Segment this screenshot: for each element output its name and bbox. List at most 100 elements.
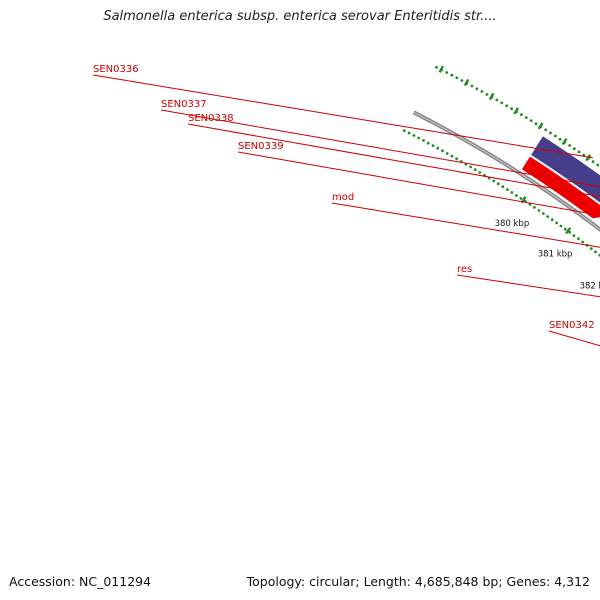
scale-minor-tick	[473, 168, 477, 172]
gene-bar-sen0336	[531, 136, 600, 203]
cds-arrow	[521, 156, 600, 219]
scale-minor-tick	[510, 191, 514, 194]
scale-minor-tick	[546, 215, 550, 219]
cds-track	[521, 156, 600, 219]
scale-minor-tick	[533, 206, 536, 209]
outer-minor-tick	[485, 93, 489, 96]
outer-minor-tick	[524, 116, 528, 119]
outer-major-tick	[585, 154, 592, 162]
scale-minor-tick	[506, 188, 509, 192]
gene-track	[531, 136, 600, 203]
scale-minor-tick	[528, 203, 532, 206]
callout-line	[237, 151, 600, 216]
scale-minor-tick	[589, 247, 593, 251]
callout-line	[548, 330, 600, 347]
scale-minor-tick	[581, 240, 585, 244]
outer-major-tick	[438, 65, 444, 73]
outer-minor-tick	[529, 119, 533, 122]
outer-minor-tick	[475, 87, 479, 91]
scale-minor-tick	[555, 221, 558, 225]
outer-minor-tick	[572, 147, 576, 151]
gene-labels: SEN0336 SEN0337 SEN0338 SEN0339 mod res SEN034…	[92, 64, 600, 347]
outer-minor-tick	[480, 90, 484, 93]
outer-minor-tick	[596, 163, 600, 167]
gene-label-sen0336: SEN0336	[93, 64, 139, 75]
scale-minor-tick	[515, 194, 518, 197]
scale-minor-tick	[469, 165, 472, 169]
outer-minor-tick	[450, 73, 454, 77]
scale-minor-tick	[417, 136, 421, 140]
scale-minor-tick	[412, 134, 416, 137]
scale-tick-label: 381 kbp	[538, 249, 573, 259]
scale-tick-label: 380 kbp	[495, 219, 530, 229]
outer-minor-tick	[549, 131, 552, 135]
scale-minor-tick	[478, 171, 482, 174]
outer-major-tick	[537, 122, 544, 130]
scale-minor-tick	[572, 234, 576, 238]
outer-major-tick	[463, 78, 470, 87]
gene-label-sen0338: SEN0338	[188, 113, 234, 124]
gene-label-mod: mod	[332, 192, 354, 203]
gene-label-sen0337: SEN0337	[161, 99, 207, 110]
gene-label-sen0339: SEN0339	[238, 141, 284, 152]
callout-line	[456, 274, 600, 298]
outer-major-tick	[561, 137, 568, 146]
outer-minor-tick	[505, 104, 509, 108]
scale-minor-tick	[445, 152, 449, 155]
outer-minor-tick	[553, 134, 557, 138]
scale-minor-tick	[426, 141, 430, 145]
scale-minor-tick	[402, 129, 406, 133]
outer-minor-tick	[577, 150, 581, 154]
outer-minor-tick	[568, 144, 571, 147]
outer-minor-tick	[534, 122, 538, 126]
map-title: Salmonella enterica subsp. enterica sero…	[103, 9, 497, 24]
backbone-track	[412, 110, 600, 232]
outer-minor-tick	[460, 79, 464, 82]
scale-minor-tick	[422, 139, 425, 142]
backbone-highlight	[413, 111, 600, 231]
scale-minor-tick	[550, 218, 554, 222]
scale-minor-tick	[519, 197, 523, 200]
callout-line	[331, 202, 600, 248]
scale-minor-tick	[407, 131, 411, 135]
scale-minor-tick	[568, 230, 572, 234]
outer-minor-tick	[455, 76, 459, 80]
scale-minor-tick	[492, 179, 496, 183]
scale-tick-label: 382 kbp	[580, 282, 600, 292]
callout-line	[92, 74, 593, 159]
outer-minor-tick	[495, 98, 499, 102]
outer-major-tick	[488, 92, 495, 101]
scale-minor-tick	[441, 149, 444, 153]
scale-minor-tick	[577, 237, 580, 241]
outer-minor-tick	[470, 84, 474, 88]
outer-major-tick	[513, 107, 520, 115]
scale-minor-tick	[594, 250, 597, 254]
outer-minor-tick	[558, 137, 562, 141]
gene-label-res: res	[457, 264, 472, 275]
topology-label: Topology: circular; Length: 4,685,848 bp…	[246, 574, 590, 589]
scale-minor-tick	[537, 209, 541, 212]
scale-major-tick	[565, 227, 572, 235]
scale-minor-tick	[455, 157, 458, 161]
outer-minor-tick	[445, 71, 449, 74]
outer-minor-tick	[591, 160, 595, 164]
outer-tick-track	[435, 65, 600, 167]
outer-minor-tick	[544, 128, 548, 132]
scale-minor-tick	[563, 227, 567, 231]
scale-minor-tick	[541, 212, 545, 215]
outer-minor-tick	[520, 113, 523, 116]
scale-minor-tick	[559, 224, 563, 228]
scale-minor-tick	[496, 182, 500, 186]
outer-minor-tick	[510, 107, 513, 111]
scale-minor-tick	[501, 185, 505, 189]
outer-minor-tick	[435, 65, 438, 69]
outer-minor-tick	[500, 101, 504, 105]
scale-minor-tick	[431, 144, 435, 148]
gene-label-sen0342: SEN0342	[549, 320, 595, 331]
accession-label: Accession: NC_011294	[9, 574, 152, 589]
callout-line	[160, 109, 600, 188]
callout-line	[187, 123, 600, 198]
scale-minor-tick	[436, 146, 440, 150]
